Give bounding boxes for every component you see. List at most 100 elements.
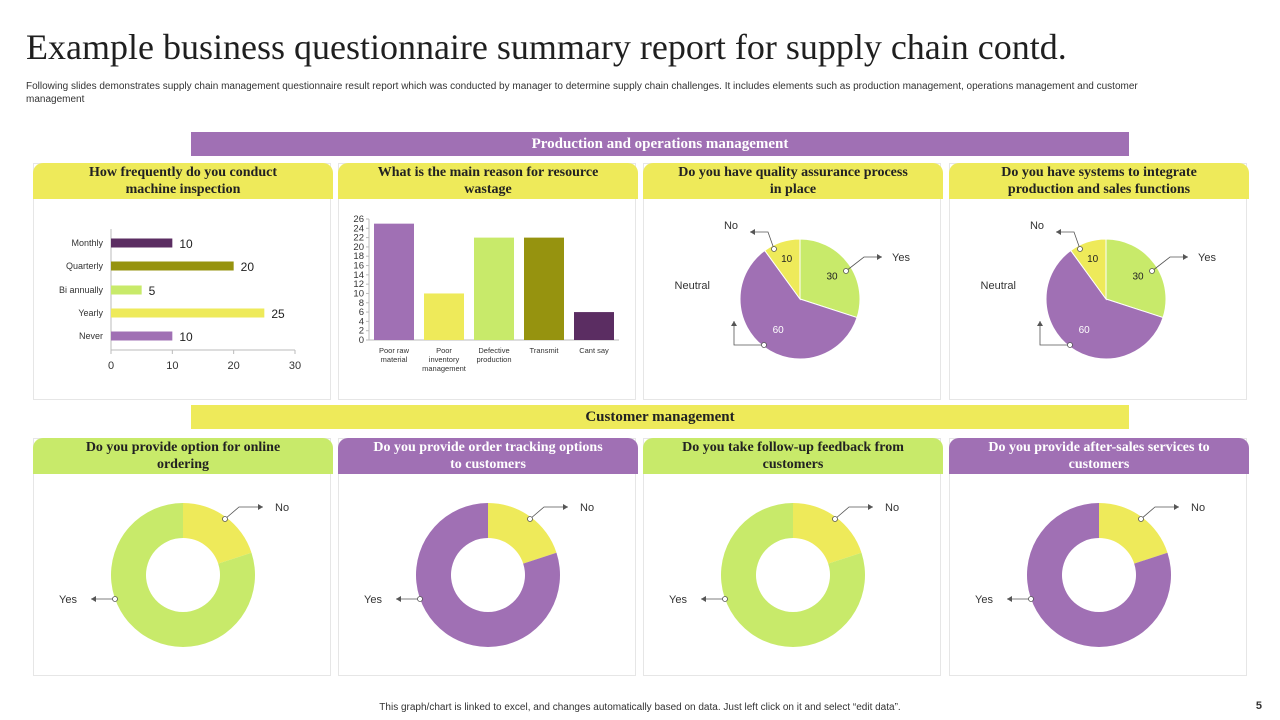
- neutral-arrow-head: [1037, 321, 1043, 326]
- panel-header: How frequently do you conduct machine in…: [33, 163, 333, 199]
- no-leader-line: [1140, 506, 1179, 520]
- neutral-callout-label: Neutral: [675, 280, 710, 292]
- y-tick-label: 20: [353, 242, 364, 253]
- no-leader-dot: [1077, 246, 1083, 252]
- bar-yearly: [111, 308, 265, 318]
- category-label-cant-say: Cant say: [579, 346, 609, 355]
- data-label-bi-annually: 5: [149, 284, 156, 298]
- y-tick-label: 4: [359, 316, 364, 327]
- y-tick-label: 10: [353, 288, 364, 299]
- after-sales-donut-chart: No Yes: [975, 502, 1205, 647]
- footer-note: This graph/chart is linked to excel, and…: [379, 702, 901, 713]
- section-banner-production: Production and operations management: [191, 132, 1129, 156]
- slice-yes: [799, 238, 861, 319]
- yes-leader-dot: [1028, 596, 1034, 602]
- no-callout-label: No: [885, 502, 899, 514]
- no-arrow-head: [563, 504, 568, 510]
- page-number: 5: [1255, 700, 1262, 712]
- data-label-quarterly: 20: [241, 260, 255, 274]
- panel-machine-inspection: How frequently do you conduct machine in…: [33, 163, 333, 400]
- yes-callout-label: Yes: [1198, 252, 1216, 264]
- neutral-arrow-head: [731, 321, 737, 326]
- no-leader-line: [834, 506, 873, 520]
- category-label-quarterly: Quarterly: [66, 261, 104, 271]
- bar-poor-raw-material: [374, 223, 414, 340]
- y-tick-label: 6: [359, 307, 364, 318]
- donut-segment-no: [183, 503, 252, 564]
- value-label-neutral: 60: [1079, 325, 1091, 336]
- panel-header: Do you provide option for online orderin…: [33, 438, 333, 474]
- no-leader-dot: [222, 516, 228, 522]
- y-tick-label: 2: [359, 326, 364, 337]
- panel-header: Do you take follow-up feedback from cust…: [643, 438, 943, 474]
- bar-bi-annually: [111, 285, 142, 295]
- order-tracking-donut-chart: No Yes: [364, 502, 594, 647]
- value-label-no: 10: [781, 254, 793, 265]
- bar-quarterly: [111, 261, 234, 271]
- yes-callout-label: Yes: [975, 594, 993, 606]
- yes-leader-dot: [112, 596, 118, 602]
- bar-transmit: [524, 237, 564, 340]
- page-subtitle: Following slides demonstrates supply cha…: [26, 81, 1138, 105]
- yes-arrow-head: [91, 596, 96, 602]
- panel-integration-systems: Do you have systems to integrate product…: [949, 163, 1249, 400]
- yes-callout-label: Yes: [669, 594, 687, 606]
- panel-online-ordering: Do you provide option for online orderin…: [33, 438, 333, 676]
- neutral-leader-line: [733, 321, 764, 346]
- category-label-defective-production: Defective production: [476, 346, 511, 364]
- panel-order-tracking: Do you provide order tracking options to…: [338, 438, 638, 676]
- x-tick-label: 20: [228, 360, 240, 372]
- no-arrow-head: [1174, 504, 1179, 510]
- yes-leader-line: [1151, 256, 1188, 272]
- no-arrow-head: [1056, 229, 1061, 235]
- value-label-neutral: 60: [773, 325, 785, 336]
- category-label-transmit: Transmit: [530, 346, 560, 355]
- online-ordering-donut-chart: No Yes: [59, 502, 289, 647]
- panel-resource-wastage: What is the main reason for resource was…: [338, 163, 638, 400]
- no-leader-dot: [527, 516, 533, 522]
- quality-assurance-pie-chart: 30 60 10 Yes Neutral No: [675, 220, 910, 360]
- category-label-poor-raw-material: Poor raw material: [379, 346, 410, 364]
- data-label-yearly: 25: [271, 307, 285, 321]
- no-callout-label: No: [1191, 502, 1205, 514]
- no-leader-line: [529, 506, 568, 520]
- yes-callout-label: Yes: [59, 594, 77, 606]
- no-arrow-head: [750, 229, 755, 235]
- no-callout-label: No: [724, 220, 738, 232]
- y-tick-label: 16: [353, 261, 364, 272]
- y-tick-label: 14: [353, 270, 364, 281]
- neutral-leader-dot: [761, 342, 767, 348]
- neutral-callout-label: Neutral: [981, 280, 1016, 292]
- value-label-yes: 30: [1132, 272, 1144, 283]
- yes-leader-dot: [417, 596, 423, 602]
- category-label-poor-inventory-management: Poor inventory management: [422, 346, 467, 373]
- panel-after-sales: Do you provide after-sales services to c…: [949, 438, 1249, 676]
- yes-leader-dot: [1149, 268, 1155, 274]
- yes-arrow-head: [877, 254, 882, 260]
- machine-inspection-bar-chart: 0 10 20 30 Monthly 10 Quarterly 20 Bi annually 5 Y…: [59, 229, 301, 372]
- slice-no: [764, 238, 801, 301]
- bar-poor-inventory-management: [424, 293, 464, 340]
- neutral-leader-dot: [1067, 342, 1073, 348]
- donut-segment-no: [488, 503, 557, 564]
- y-tick-label: 24: [353, 223, 364, 234]
- no-leader-dot: [771, 246, 777, 252]
- bar-monthly: [111, 238, 173, 248]
- no-leader-line: [1056, 231, 1081, 250]
- y-tick-label: 26: [353, 214, 364, 225]
- neutral-leader-line: [1039, 321, 1070, 346]
- integration-systems-pie-chart: 30 60 10 Yes Neutral No: [981, 220, 1216, 360]
- data-label-never: 10: [179, 330, 193, 344]
- panel-header: Do you have systems to integrate product…: [949, 163, 1249, 199]
- panel-quality-assurance: Do you have quality assurance process in…: [643, 163, 943, 400]
- no-leader-dot: [1138, 516, 1144, 522]
- page-title: Example business questionnaire summary r…: [26, 27, 1067, 67]
- yes-callout-label: Yes: [892, 252, 910, 264]
- value-label-no: 10: [1087, 254, 1099, 265]
- category-label-bi-annually: Bi annually: [59, 285, 104, 295]
- data-label-monthly: 10: [179, 237, 193, 251]
- no-leader-line: [750, 231, 775, 250]
- no-leader-dot: [832, 516, 838, 522]
- slice-yes: [1105, 238, 1167, 319]
- bar-cant-say: [574, 312, 614, 340]
